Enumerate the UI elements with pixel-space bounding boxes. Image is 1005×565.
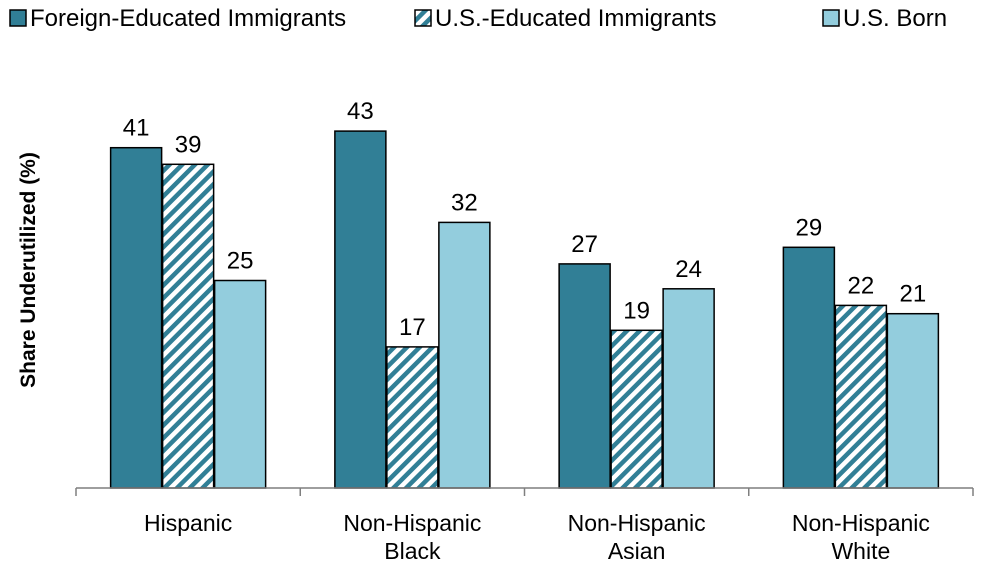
- x-tick-labels: Hispanic Non-Hispanic Black Non-Hispanic Asi…: [144, 510, 930, 564]
- legend-label-1: Foreign-Educated Immigrants: [30, 5, 346, 32]
- value-label-cat3-series3: 24: [675, 256, 702, 283]
- value-label-cat4-series3: 21: [900, 281, 927, 308]
- legend-swatch-3: [822, 9, 840, 27]
- value-label-cat3-series2: 19: [623, 297, 650, 324]
- bar-cat1-series2: [161, 163, 215, 489]
- bar-cat4-series3: [886, 312, 940, 489]
- value-label-cat1-series3: 25: [227, 248, 254, 275]
- bar-cat4-series2: [834, 304, 888, 489]
- bars: [109, 130, 940, 489]
- value-label-cat2-series3: 32: [451, 189, 478, 216]
- value-labels: 41 39 25 43 17 32 27 19 24 29 22 21: [123, 98, 926, 341]
- bar-cat2-series1: [334, 130, 387, 489]
- x-tick-label-1: Hispanic: [144, 510, 232, 536]
- value-label-cat4-series1: 29: [796, 214, 823, 241]
- bar-cat3-series1: [558, 263, 611, 489]
- value-label-cat3-series1: 27: [571, 231, 598, 258]
- legend-swatch-2: [414, 9, 432, 27]
- value-label-cat2-series2: 17: [399, 314, 426, 341]
- y-axis-label-group: Share Underutilized (%): [17, 152, 40, 388]
- bar-cat1-series3: [213, 279, 267, 489]
- x-axis: [75, 487, 974, 496]
- x-tick-label-3: Non-Hispanic Asian: [568, 510, 706, 564]
- x-tick-label-4: Non-Hispanic White: [792, 510, 930, 564]
- bar-cat4-series1: [782, 246, 836, 489]
- bar-cat3-series2: [610, 329, 663, 489]
- value-label-cat1-series2: 39: [175, 131, 202, 158]
- value-label-cat1-series1: 41: [123, 115, 150, 142]
- legend: Foreign-Educated Immigrants U.S.-Educated…: [9, 5, 947, 32]
- legend-label-2: U.S.-Educated Immigrants: [435, 5, 716, 32]
- legend-swatch-1: [9, 9, 27, 27]
- bar-cat3-series3: [662, 288, 715, 489]
- y-axis-label: Share Underutilized (%): [17, 152, 40, 388]
- bar-cat2-series3: [438, 221, 491, 489]
- value-label-cat4-series2: 22: [848, 272, 875, 299]
- value-label-cat2-series1: 43: [347, 98, 374, 125]
- legend-label-3: U.S. Born: [843, 5, 947, 32]
- x-tick-label-2: Non-Hispanic Black: [343, 510, 481, 564]
- bar-cat2-series2: [386, 346, 439, 489]
- bar-cat1-series1: [109, 146, 163, 489]
